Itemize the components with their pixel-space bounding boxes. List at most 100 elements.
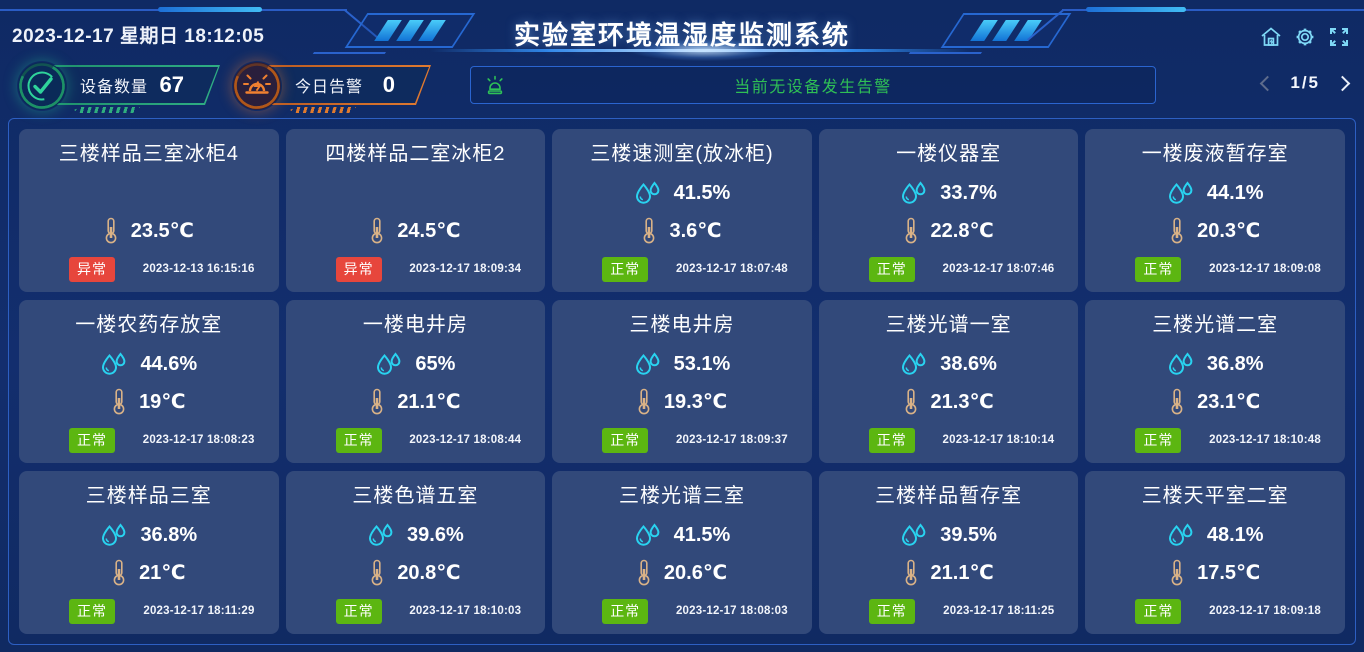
humidity-row: 38.6%	[819, 352, 1079, 376]
room-metrics: 23.5℃	[19, 169, 279, 256]
humidity-row: 41.5%	[552, 523, 812, 547]
humidity-drops-icon	[635, 181, 660, 204]
alarm-count-box: 今日告警 0	[257, 65, 431, 105]
temperature-value: 23.5℃	[130, 220, 194, 242]
temperature-row: 3.6℃	[552, 217, 812, 244]
room-card[interactable]: 三楼样品暂存室 39.5% 21.1℃ 正常 2023	[818, 471, 1079, 634]
room-card[interactable]: 三楼色谱五室 39.6% 20.8℃ 正常 2023-	[285, 471, 546, 634]
page-title: 实验室环境温湿度监测系统	[513, 20, 850, 50]
device-box-hatch-decor	[74, 107, 140, 113]
humidity-drops-icon	[902, 181, 926, 204]
room-card-footer: 正常 2023-12-17 18:08:44	[286, 427, 546, 453]
header-decor-dash-right	[1086, 7, 1186, 12]
room-card[interactable]: 三楼速测室(放冰柜) 41.5% 3.6℃ 正常 20	[552, 129, 812, 292]
temperature-value: 24.5℃	[397, 220, 461, 242]
temperature-value: 17.5℃	[1197, 562, 1261, 584]
room-name: 一楼仪器室	[896, 143, 1002, 165]
humidity-value: 44.6%	[140, 352, 198, 375]
room-card[interactable]: 一楼废液暂存室 44.1% 20.3℃ 正常 2023	[1085, 129, 1345, 292]
room-grid: 三楼样品三室冰柜4 23.5℃ 异常 2023-12	[19, 129, 1345, 634]
last-update-time: 2023-12-17 18:09:08	[1209, 263, 1321, 275]
room-metrics: 33.7% 22.8℃	[819, 169, 1079, 256]
room-name: 一楼废液暂存室	[1141, 143, 1289, 165]
room-card-footer: 正常 2023-12-17 18:10:03	[286, 598, 546, 624]
room-card-footer: 正常 2023-12-17 18:11:25	[819, 598, 1079, 624]
datetime-display: 2023-12-17 星期日 18:12:05	[12, 26, 265, 47]
room-card[interactable]: 三楼光谱三室 41.5% 20.6℃ 正常 2023-	[552, 471, 812, 634]
room-metrics: 36.8% 21℃	[19, 511, 279, 598]
device-count-value: 67	[159, 72, 184, 97]
gear-icon[interactable]	[1294, 26, 1316, 48]
status-badge: 正常	[602, 427, 649, 453]
room-card-footer: 正常 2023-12-17 18:08:03	[552, 598, 812, 624]
room-card[interactable]: 三楼光谱一室 38.6% 21.3℃ 正常 2023-	[818, 300, 1079, 463]
humidity-value: 36.8%	[1206, 352, 1264, 375]
humidity-row: 65%	[286, 352, 546, 376]
humidity-value: 39.5%	[940, 523, 997, 546]
humidity-value: 53.1%	[673, 352, 731, 375]
room-card[interactable]: 三楼电井房 53.1% 19.3℃ 正常 2023-1	[552, 300, 812, 463]
humidity-value: 36.8%	[140, 523, 198, 546]
device-count-icon	[18, 62, 66, 110]
room-card-footer: 正常 2023-12-17 18:09:08	[1085, 256, 1345, 282]
room-name: 三楼样品暂存室	[875, 485, 1023, 507]
last-update-time: 2023-12-17 18:08:44	[409, 434, 522, 446]
room-card[interactable]: 四楼样品二室冰柜2 24.5℃ 异常 2023-12	[285, 129, 546, 292]
humidity-row: 36.8%	[19, 523, 279, 547]
fullscreen-icon[interactable]	[1328, 26, 1350, 48]
room-metrics: 48.1% 17.5℃	[1085, 511, 1345, 598]
alarm-count-value: 0	[382, 72, 395, 97]
room-name: 三楼光谱三室	[618, 485, 745, 507]
room-card[interactable]: 一楼农药存放室 44.6% 19℃ 正常 2023-1	[19, 300, 279, 463]
thermometer-icon	[905, 217, 916, 244]
thermometer-icon	[1171, 388, 1183, 415]
temperature-value: 21.1℃	[930, 562, 994, 584]
room-card[interactable]: 三楼光谱二室 36.8% 23.1℃ 正常 2023-	[1085, 300, 1345, 463]
room-name: 四楼样品二室冰柜2	[325, 143, 506, 165]
status-badge: 正常	[602, 256, 649, 282]
last-update-time: 2023-12-17 18:11:25	[943, 605, 1055, 617]
room-name: 一楼农药存放室	[75, 314, 223, 336]
temperature-row: 21℃	[19, 559, 279, 586]
humidity-value: 41.5%	[673, 181, 731, 204]
temperature-value: 21.3℃	[930, 391, 994, 413]
last-update-time: 2023-12-17 18:10:14	[942, 434, 1055, 446]
header-decor-line-left	[0, 9, 347, 11]
humidity-value: 38.6%	[940, 352, 997, 375]
status-badge: 正常	[1135, 598, 1182, 624]
room-card[interactable]: 三楼天平室二室 48.1% 17.5℃ 正常 2023	[1085, 471, 1345, 634]
status-badge: 正常	[1135, 427, 1182, 453]
room-card-footer: 异常 2023-12-13 16:15:16	[19, 256, 279, 282]
room-card[interactable]: 三楼样品三室 36.8% 21℃ 正常 2023-12	[19, 471, 279, 634]
humidity-value: 44.1%	[1206, 181, 1264, 204]
thermometer-icon	[1171, 559, 1183, 586]
humidity-drops-icon	[635, 523, 660, 546]
room-card-footer: 正常 2023-12-17 18:10:14	[819, 427, 1079, 453]
room-card[interactable]: 一楼仪器室 33.7% 22.8℃ 正常 2023-1	[818, 129, 1079, 292]
temperature-value: 3.6℃	[669, 220, 722, 242]
humidity-drops-icon	[369, 523, 393, 546]
room-card[interactable]: 三楼样品三室冰柜4 23.5℃ 异常 2023-12	[19, 129, 279, 292]
thermometer-icon	[1171, 217, 1183, 244]
room-metrics: 65% 21.1℃	[286, 340, 546, 427]
room-metrics: 44.1% 20.3℃	[1085, 169, 1345, 256]
thermometer-icon	[113, 388, 125, 415]
room-card[interactable]: 一楼电井房 65% 21.1℃ 正常 2023-12-	[285, 300, 546, 463]
room-metrics: 44.6% 19℃	[19, 340, 279, 427]
temperature-value: 20.3℃	[1197, 220, 1261, 242]
temperature-row: 23.1℃	[1085, 388, 1345, 415]
room-name: 三楼样品三室冰柜4	[58, 143, 239, 165]
temperature-row: 23.5℃	[19, 217, 279, 244]
next-page-button[interactable]	[1334, 75, 1351, 91]
humidity-drops-icon	[1168, 352, 1193, 375]
rooms-panel: 三楼样品三室冰柜4 23.5℃ 异常 2023-12	[8, 118, 1356, 645]
prev-page-button[interactable]	[1260, 75, 1276, 91]
status-badge: 正常	[69, 598, 115, 624]
humidity-drops-icon	[902, 352, 926, 375]
temperature-row: 21.3℃	[819, 388, 1079, 415]
temperature-value: 20.8℃	[397, 562, 461, 584]
home-icon[interactable]	[1260, 26, 1282, 48]
header-toolbar	[1260, 26, 1350, 48]
thermometer-icon	[371, 388, 383, 415]
room-metrics: 36.8% 23.1℃	[1085, 340, 1345, 427]
